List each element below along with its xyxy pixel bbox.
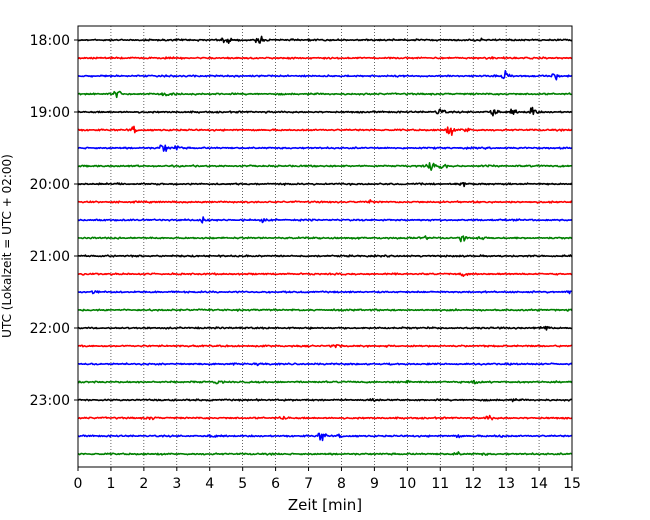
trace-2300: [77, 397, 573, 403]
trace-2130: [77, 290, 573, 295]
y-tick-label: 20:00: [30, 177, 70, 193]
trace-2030: [77, 216, 573, 224]
x-tick-label: 11: [431, 476, 449, 492]
plot-background: [78, 26, 572, 467]
x-tick-label: 2: [139, 476, 148, 492]
x-tick-label: 3: [172, 476, 181, 492]
y-axis: 18:00 19:00 20:00 21:00 22:00 23:00: [30, 33, 78, 409]
x-tick-label: 12: [464, 476, 482, 492]
y-tick-label: 19:00: [30, 105, 70, 121]
trace-2330: [77, 432, 573, 442]
trace-2245: [77, 379, 573, 385]
trace-2000: [77, 182, 573, 188]
trace-2315: [78, 414, 573, 421]
trace-1815: [77, 56, 573, 60]
x-axis-label: Zeit [min]: [288, 496, 362, 514]
x-tick-label: 10: [398, 476, 416, 492]
x-tick-label: 9: [370, 476, 379, 492]
trace-1830: [77, 70, 573, 81]
trace-1930: [77, 144, 573, 152]
plot-frame: [77, 25, 573, 468]
x-tick-label: 5: [238, 476, 247, 492]
trace-layer: [77, 35, 573, 456]
y-tick-label: 18:00: [30, 33, 70, 49]
trace-2200: [77, 325, 573, 331]
x-axis: 0 1 2 3 4 5 6 7 8 9 10 11 12 13 14 15: [74, 467, 581, 492]
x-tick-label: 6: [271, 476, 280, 492]
y-tick-label: 22:00: [30, 321, 70, 337]
y-axis-label: UTC (Lokalzeit = UTC + 02:00): [0, 154, 14, 338]
x-tick-label: 0: [74, 476, 83, 492]
x-tick-label: 4: [205, 476, 214, 492]
trace-2230: [77, 362, 573, 367]
trace-1900: [77, 106, 573, 117]
trace-2145: [77, 308, 573, 312]
x-tick-label: 14: [530, 476, 548, 492]
trace-1800: [77, 35, 573, 44]
x-tick-label: 8: [337, 476, 346, 492]
trace-2215: [77, 344, 573, 349]
x-tick-label: 15: [563, 476, 581, 492]
x-tick-label: 1: [106, 476, 115, 492]
trace-2045: [77, 235, 573, 243]
trace-2115: [77, 272, 573, 278]
trace-1845: [77, 90, 573, 99]
trace-1915: [77, 125, 573, 136]
y-tick-label: 21:00: [30, 249, 70, 265]
trace-1945: [77, 162, 572, 171]
y-tick-label: 23:00: [30, 393, 70, 409]
trace-2345: [77, 451, 573, 456]
trace-2100: [77, 254, 573, 258]
trace-2015: [77, 199, 573, 204]
x-tick-label: 13: [497, 476, 515, 492]
x-tick-label: 7: [304, 476, 313, 492]
